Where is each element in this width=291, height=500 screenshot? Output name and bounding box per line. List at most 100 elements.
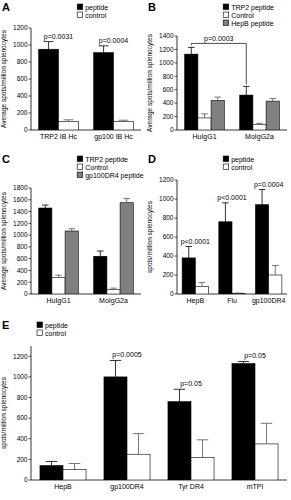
legend-swatch (223, 156, 229, 162)
error-bar (235, 293, 242, 294)
legend-label: peptide (85, 4, 108, 12)
y-tick-label: 1200 (159, 176, 174, 183)
annotation: p<0.0001 (181, 238, 210, 246)
legend-swatch (77, 4, 83, 10)
error-bar (259, 190, 266, 205)
panel-label: B (148, 1, 156, 13)
y-tick-label: 200 (17, 279, 28, 286)
bar (182, 258, 195, 294)
panel: Epeptidecontrolspots/million splenocytes… (0, 319, 287, 491)
y-axis-label: Average spots/million splenocytes (0, 191, 8, 290)
error-bar (256, 123, 263, 124)
x-tick-label: mTPI (247, 483, 264, 490)
bar (59, 122, 79, 131)
panel: BTRP2 peptideControlHepB peptideAverage … (146, 1, 287, 141)
annotation: p=0.0004 (99, 37, 128, 45)
error-bar (199, 283, 206, 287)
legend-swatch (223, 12, 229, 18)
legend-swatch (77, 156, 83, 162)
bar (39, 208, 52, 294)
y-tick-label: 0 (24, 290, 28, 297)
y-tick-label: 0 (170, 126, 174, 133)
y-axis-label: spots/million splenocytes (146, 200, 154, 273)
bar (198, 118, 211, 130)
error-bar (174, 389, 186, 401)
y-tick-label: 400 (17, 92, 28, 99)
x-tick-label: TRP2 IB Hc (40, 133, 77, 140)
bar (255, 205, 268, 294)
legend-label: Control (85, 164, 108, 171)
bar (94, 256, 107, 294)
bar (63, 470, 86, 480)
x-tick-label: MoIgG2a (99, 297, 128, 305)
y-axis-label: Average spots/million splenocytes (0, 29, 8, 128)
legend-swatch (37, 322, 43, 328)
x-tick-label: HuIgG1 (192, 133, 216, 141)
bar (211, 100, 224, 130)
error-bar (99, 46, 109, 53)
error-bar (123, 199, 130, 203)
bar (185, 54, 198, 130)
error-bar (68, 229, 75, 231)
legend-label: control (45, 330, 66, 337)
y-tick-label: 400 (163, 99, 174, 106)
error-bar (272, 266, 279, 276)
y-tick-label: 600 (17, 75, 28, 82)
y-axis (177, 36, 178, 130)
y-tick-label: 0 (24, 476, 28, 483)
y-tick-label: 1800 (13, 184, 28, 191)
x-tick-label: HepB (54, 483, 72, 491)
y-tick-label: 1400 (13, 208, 28, 215)
y-tick-label: 800 (17, 394, 28, 401)
y-tick-label: 1000 (13, 373, 28, 380)
error-bar (197, 440, 209, 458)
annotation: p<0.0001 (217, 194, 246, 202)
marks (39, 42, 134, 130)
bar (40, 466, 63, 480)
bar (191, 457, 214, 480)
y-tick-label: 400 (17, 267, 28, 274)
error-bar (42, 205, 49, 208)
legend-swatch (223, 164, 229, 170)
y-axis-label: spots/million splenocytes (0, 376, 8, 449)
x-tick-label: gp100DR4 (252, 297, 286, 305)
y-tick-label: 1200 (13, 220, 28, 227)
y-axis (177, 180, 178, 294)
y-tick-label: 800 (17, 243, 28, 250)
bar (168, 402, 191, 480)
error-bar (261, 423, 273, 444)
legend-label: peptide (45, 322, 68, 330)
bracket (191, 43, 246, 84)
legend-swatch (77, 12, 83, 18)
y-tick-label: 1200 (159, 46, 174, 53)
y-tick-label: 1000 (13, 231, 28, 238)
bar (65, 231, 78, 294)
legend-swatch (223, 20, 229, 26)
legend-label: peptide (231, 156, 254, 164)
error-bar (118, 120, 128, 121)
legend-swatch (77, 172, 83, 178)
x-tick-label: Flu (227, 297, 237, 304)
y-tick-label: 200 (163, 113, 174, 120)
marks (40, 360, 278, 480)
marks (39, 199, 134, 294)
y-tick-label: 1200 (13, 353, 28, 360)
y-tick-label: 400 (163, 252, 174, 259)
bar (240, 95, 253, 130)
y-tick-label: 400 (17, 435, 28, 442)
y-tick-label: 1000 (159, 195, 174, 202)
error-bar (269, 98, 276, 101)
panel-label: C (2, 153, 10, 165)
error-bar (188, 47, 195, 54)
y-tick-label: 1000 (13, 41, 28, 48)
marks (185, 47, 280, 130)
y-tick-label: 200 (163, 271, 174, 278)
bar (52, 278, 65, 294)
bar (127, 454, 150, 480)
error-bar (46, 461, 58, 465)
panel: Dpeptidecontrolspots/million splenocytes… (146, 153, 287, 305)
bar (39, 49, 59, 130)
y-tick-label: 800 (163, 214, 174, 221)
error-bar (214, 97, 221, 100)
legend-label: TRP2 peptide (85, 156, 128, 164)
